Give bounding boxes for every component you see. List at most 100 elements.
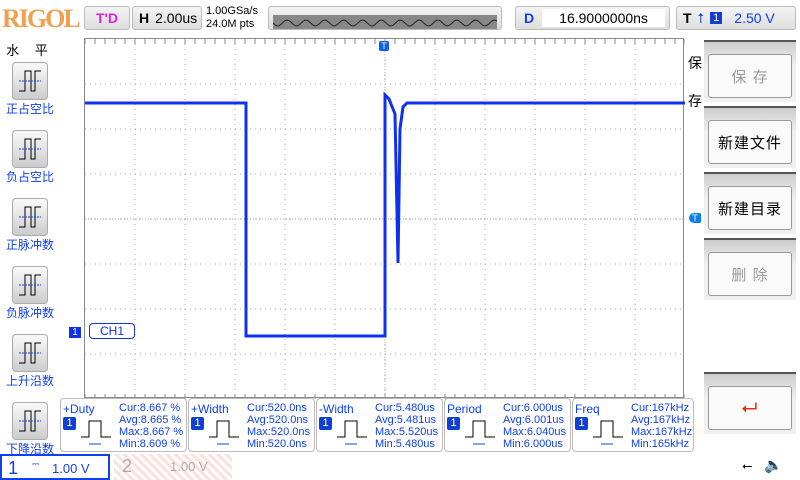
trigger-box[interactable]: T ⭡ 1 2.50 V (676, 6, 796, 30)
measurement-width[interactable]: +Width 1 Cur:520.0ns Avg:520.0ns Max:520.0ns… (188, 398, 315, 452)
delay-label: D (524, 10, 535, 26)
softkey-label: 新建文件 (708, 120, 792, 164)
measurement-current: Cur:520.0ns (247, 402, 307, 414)
measurement-average: Avg:6.001us (503, 414, 564, 426)
delay-value: 16.9000000ns (542, 9, 665, 27)
measurement-average: Avg:8.665 % (119, 414, 182, 426)
measurement-name: +Width (191, 402, 229, 416)
trigger-source: 1 (710, 12, 723, 24)
pulse-icon (337, 420, 367, 445)
overview-wave (273, 19, 497, 27)
softkey-3[interactable]: 新建目录 (704, 172, 796, 234)
waveform-display[interactable]: 1 CH1 T T (69, 38, 701, 399)
softkey-label: 删 除 (708, 252, 792, 296)
back-button[interactable]: ⮠ (704, 372, 796, 434)
menu-title: 水 平 (6, 43, 54, 58)
menu-item-negative-duty[interactable]: 负占空比 (0, 130, 60, 195)
measurement-name: +Duty (63, 402, 95, 416)
measurement-average: Avg:520.0ns (247, 414, 308, 426)
menu-item-positive-pulse-count[interactable]: 正脉冲数 (0, 198, 60, 263)
measurement-current: Cur:6.000us (503, 402, 563, 414)
channel-1-marker[interactable]: 1 (69, 327, 81, 338)
softkey-label: 新建目录 (708, 186, 792, 230)
memory-overview[interactable] (268, 6, 502, 30)
menu-item-rising-edge-count[interactable]: 上升沿数 (0, 334, 60, 399)
measurement-current: Cur:5.480us (375, 402, 435, 414)
measurement-name: Freq (575, 402, 600, 416)
source-badge: 1 (575, 417, 588, 430)
measurement-min: Min:520.0ns (247, 438, 307, 450)
measurement-max: Max:5.520us (375, 426, 438, 438)
channel-label: CH1 (89, 323, 136, 339)
pulse-icon (593, 420, 623, 445)
menu-item-label: 负占空比 (5, 170, 54, 184)
softkey-2[interactable]: 新建文件 (704, 106, 796, 168)
speaker-muted-icon: 🔈 (764, 457, 783, 474)
trigger-label: T (683, 10, 692, 26)
return-arrow-icon: ⮠ (741, 396, 759, 419)
positive-duty-icon (12, 62, 48, 100)
negative-pulse-count-icon (12, 266, 48, 304)
dc-coupling-icon: ⎓ (32, 459, 40, 469)
pulse-icon (465, 420, 495, 445)
delay-box[interactable]: D 16.9000000ns (515, 6, 670, 30)
pulse-icon (209, 420, 239, 445)
measurement-min: Min:165kHz (631, 438, 690, 450)
measurement-current: Cur:8.667 % (119, 402, 181, 414)
pulse-icon (81, 420, 111, 445)
timebase-value: 2.00us (155, 10, 198, 26)
top-bar: RIGOL T'D H 2.00us 1.00GSa/s 24.0M pts D 16… (0, 0, 800, 36)
channel-scale: 1.00 V (170, 459, 208, 474)
menu-item-label: 下降沿数 (5, 442, 54, 456)
run-state-badge[interactable]: T'D (84, 6, 130, 30)
softkey-label: 保 存 (708, 54, 792, 98)
measurement-min: Min:5.480us (375, 438, 435, 450)
measurement-max: Max:167kHz (631, 426, 693, 438)
menu-title-save: 保存 (688, 55, 702, 109)
trigger-level: 2.50 V (734, 10, 775, 26)
timebase-label: H (139, 10, 150, 26)
measurement-max: Max:6.040us (503, 426, 566, 438)
channel-2-button[interactable]: 2 1.00 V (114, 454, 232, 480)
measurement-period[interactable]: Period 1 Cur:6.000us Avg:6.001us Max:6.040us… (444, 398, 571, 452)
trigger-position-marker[interactable]: T (379, 41, 389, 51)
measurement-name: -Width (319, 402, 354, 416)
channel-1-trace (85, 91, 685, 338)
usb-icon: ⭠ (742, 458, 753, 473)
source-badge: 1 (319, 417, 332, 430)
channel-number: 2 (122, 456, 133, 476)
menu-item-positive-duty[interactable]: 正占空比 (0, 62, 60, 127)
measurement-width[interactable]: -Width 1 Cur:5.480us Avg:5.481us Max:5.520us… (316, 398, 443, 452)
source-badge: 1 (63, 417, 76, 430)
negative-duty-icon (12, 130, 48, 168)
menu-item-falling-edge-count[interactable]: 下降沿数 (0, 402, 60, 467)
measurement-max: Max:8.667 % (119, 426, 184, 438)
trigger-level-marker[interactable]: T (689, 213, 701, 223)
measure-menu: 水 平 正占空比负占空比正脉冲数负脉冲数上升沿数下降沿数 (0, 36, 60, 456)
measurement-min: Min:8.609 % (119, 438, 181, 450)
menu-item-label: 上升沿数 (5, 374, 54, 388)
waveform-graticule (84, 39, 686, 399)
memory-depth: 24.0M pts (206, 18, 255, 30)
falling-edge-count-icon (12, 402, 48, 440)
measurement-average: Avg:5.481us (375, 414, 436, 426)
measurement-freq[interactable]: Freq 1 Cur:167kHz Avg:167kHz Max:167kHz Min:1… (572, 398, 694, 452)
timebase-box[interactable]: H 2.00us (132, 6, 202, 30)
channel-scale: 1.00 V (52, 461, 90, 476)
menu-item-label: 负脉冲数 (5, 306, 54, 320)
channel-bar: 1 ⎓ 1.00 V 2 1.00 V ⭠ 🔈 (0, 454, 800, 480)
rigol-logo: RIGOL (2, 4, 81, 33)
sample-rate: 1.00GSa/s (206, 5, 258, 17)
menu-item-label: 正脉冲数 (5, 238, 54, 252)
softkey-1[interactable]: 保 存 (704, 40, 796, 102)
source-badge: 1 (191, 417, 204, 430)
measurement-duty[interactable]: +Duty 1 Cur:8.667 % Avg:8.665 % Max:8.667 % M… (60, 398, 187, 452)
channel-number: 1 (8, 458, 19, 478)
channel-1-button[interactable]: 1 ⎓ 1.00 V (0, 454, 110, 480)
measurement-name: Period (447, 402, 482, 416)
menu-item-negative-pulse-count[interactable]: 负脉冲数 (0, 266, 60, 331)
measurement-current: Cur:167kHz (631, 402, 690, 414)
softkey-4[interactable]: 删 除 (704, 238, 796, 300)
menu-item-label: 正占空比 (5, 102, 54, 116)
measurement-max: Max:520.0ns (247, 426, 310, 438)
